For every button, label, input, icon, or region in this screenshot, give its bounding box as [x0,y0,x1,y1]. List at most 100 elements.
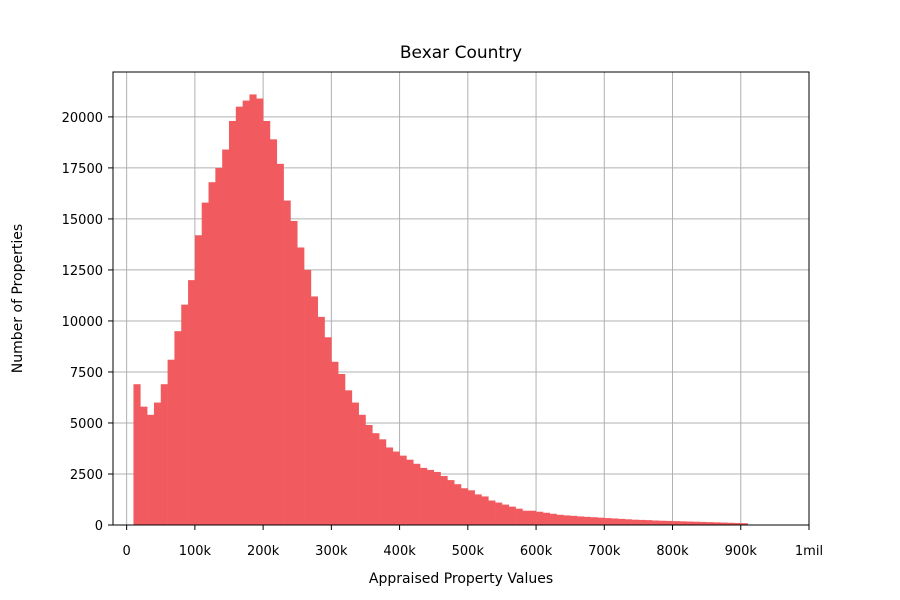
histogram-bar [235,106,243,526]
histogram-bar [474,494,482,525]
x-tick-label: 400k [383,544,416,559]
histogram-bar [467,490,475,525]
x-axis-ticks: 0 100k 200k 300k 400k 500k 600k 700k 800k 900k 1mi… [123,525,823,559]
histogram-bar [140,406,148,525]
y-tick-label: 5000 [70,417,103,432]
histogram-bar [740,523,748,525]
y-tick-label: 12500 [62,264,103,279]
histogram-bar [617,518,626,525]
histogram-bar [590,517,598,525]
histogram-bar [686,521,694,525]
histogram-bar [563,515,571,525]
histogram-bar [645,520,653,525]
y-axis-ticks: 0 2500 5000 7500 10000 12500 15000 17500 20000 [62,111,113,534]
histogram-bar [631,519,639,525]
histogram-bar [542,512,551,525]
histogram-bar [426,469,435,525]
histogram-bar [652,520,660,525]
histogram-bar [720,522,728,525]
histogram-bar [658,520,667,525]
histogram-bar [297,247,305,525]
histogram-bar [269,139,278,526]
y-tick-label: 10000 [62,315,103,330]
histogram-bar [733,522,742,525]
histogram-bar [263,120,271,526]
histogram-bar [693,521,701,525]
histogram-bar [597,517,605,525]
histogram-bar [481,496,489,525]
histogram-bar [583,516,591,525]
histogram-bar [290,220,298,525]
x-tick-label: 800k [656,544,689,559]
x-axis-title: Appraised Property Values [369,571,553,587]
y-tick-label: 0 [95,519,103,534]
histogram-bar [556,514,564,525]
histogram-bar [242,100,250,525]
histogram-bar [488,500,496,525]
chart-title: Bexar Country [400,43,522,63]
histogram-bar [338,374,346,525]
histogram-bar [727,522,735,525]
histogram-bar [133,384,141,525]
histogram-bar [304,269,312,525]
x-tick-label: 1mil [795,544,823,559]
histogram-bar [256,98,264,525]
y-tick-label: 2500 [70,468,103,483]
histogram-bar [249,94,257,525]
histogram-bar [167,359,175,525]
y-tick-label: 15000 [62,213,103,228]
histogram-bar [413,463,421,525]
histogram-bar [447,480,455,525]
histogram-bar [147,414,155,525]
histogram-bar [433,471,441,525]
histogram-bar [570,515,578,525]
x-tick-label: 700k [588,544,621,559]
x-tick-label: 0 [123,544,131,559]
histogram-bar [406,459,414,525]
histogram-bar [174,331,182,525]
x-tick-label: 600k [520,544,553,559]
histogram-bar [379,439,387,525]
histogram-bar [215,167,223,526]
histogram-bar [201,202,209,525]
histogram-bar [331,361,339,525]
histogram-bar [699,521,707,525]
histogram-bar [665,520,673,525]
histogram-bar [515,508,523,525]
histogram-bar [440,476,448,525]
histogram-bar [324,337,332,525]
histogram-bar [385,447,394,525]
x-tick-label: 500k [452,544,485,559]
histogram-bar [310,296,319,525]
histogram-bar [276,163,284,525]
y-tick-label: 17500 [62,162,103,177]
histogram-bar [604,518,612,525]
histogram-bar [181,304,189,525]
histogram-bar [283,200,291,525]
histogram-bar [501,504,510,525]
histogram-bar [208,182,216,525]
y-tick-label: 20000 [62,111,103,126]
histogram-bar [372,433,380,525]
histogram-bar [420,467,428,525]
histogram-bar [194,235,203,526]
histogram-bar [611,518,619,525]
y-tick-label: 7500 [70,366,103,381]
histogram-bar [529,510,537,525]
histogram-bar [461,488,469,525]
histogram-bar [351,402,359,525]
histogram-bar [365,425,373,525]
histogram-bar [222,149,230,526]
histogram-bar [638,519,646,525]
histogram-bar [508,506,516,525]
x-tick-label: 100k [179,544,212,559]
x-tick-label: 200k [247,544,280,559]
histogram-bars [133,94,748,526]
histogram-bar [495,502,503,525]
x-tick-label: 900k [725,544,758,559]
histogram-bar [229,120,237,526]
histogram-bar [624,519,632,525]
histogram-bar [399,455,407,525]
x-tick-label: 300k [315,544,348,559]
histogram-bar [549,513,557,525]
